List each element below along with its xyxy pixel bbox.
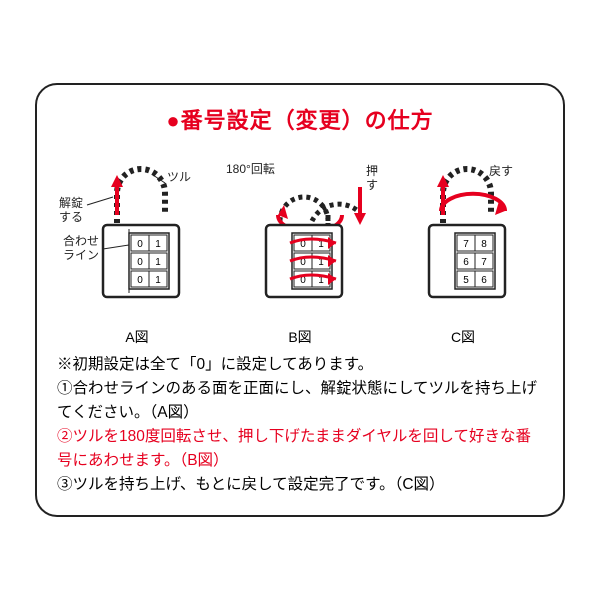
figa-awase-2: ライン [63,248,99,262]
figb-label: B図 [288,327,311,347]
figa-label: A図 [125,327,148,347]
figure-c: 7 8 6 7 5 6 戻す C図 [383,145,543,347]
figc-modosu: 戻す [489,164,513,178]
figa-kaijo-1: 解錠 [59,195,83,210]
figc-side-0: 8 [481,239,487,250]
figa-dial-1: 0 [137,257,143,268]
figure-a-svg: 0 1 0 1 0 1 解錠 する ツル [57,145,217,325]
figures-row: 0 1 0 1 0 1 解錠 する ツル [57,145,543,347]
figb-osu-1: 押 [366,164,378,178]
figa-dial-0: 0 [137,239,143,250]
figure-b-svg: 0 1 0 1 0 1 [220,145,380,325]
figc-dial-0: 7 [463,239,469,250]
figc-side-2: 6 [481,275,487,286]
note-3: ③ツルを持ち上げ、もとに戻して設定完了です。（C図） [57,473,543,497]
figure-c-svg: 7 8 6 7 5 6 戻す [383,145,543,325]
figa-awase-1: 合わせ [63,233,99,248]
instruction-notes: ※初期設定は全て「0」に設定してあります。 ①合わせラインのある面を正面にし、解… [57,353,543,497]
figc-dial-2: 5 [463,275,469,286]
figa-side-2: 1 [155,275,161,286]
figb-osu-2: す [366,178,378,192]
instruction-card: ●番号設定（変更）の仕方 0 1 [35,83,565,517]
figa-kaijo-2: する [59,210,83,224]
figa-side-1: 1 [155,257,161,268]
page-title: ●番号設定（変更）の仕方 [57,103,543,135]
figc-label: C図 [451,327,475,347]
note-1: ①合わせラインのある面を正面にし、解錠状態にしてツルを持ち上げてください。（A図… [57,377,543,425]
note-2: ②ツルを180度回転させ、押し下げたままダイヤルを回して好きな番号にあわせます。… [57,425,543,473]
figa-dial-2: 0 [137,275,143,286]
note-0: ※初期設定は全て「0」に設定してあります。 [57,353,543,377]
figure-b: 0 1 0 1 0 1 [220,145,380,347]
figa-side-0: 1 [155,239,161,250]
figb-rotate: 180°回転 [226,162,275,176]
figure-a: 0 1 0 1 0 1 解錠 する ツル [57,145,217,347]
figc-dial-1: 6 [463,257,469,268]
figc-side-1: 7 [481,257,487,268]
figa-tsuru: ツル [167,170,191,184]
